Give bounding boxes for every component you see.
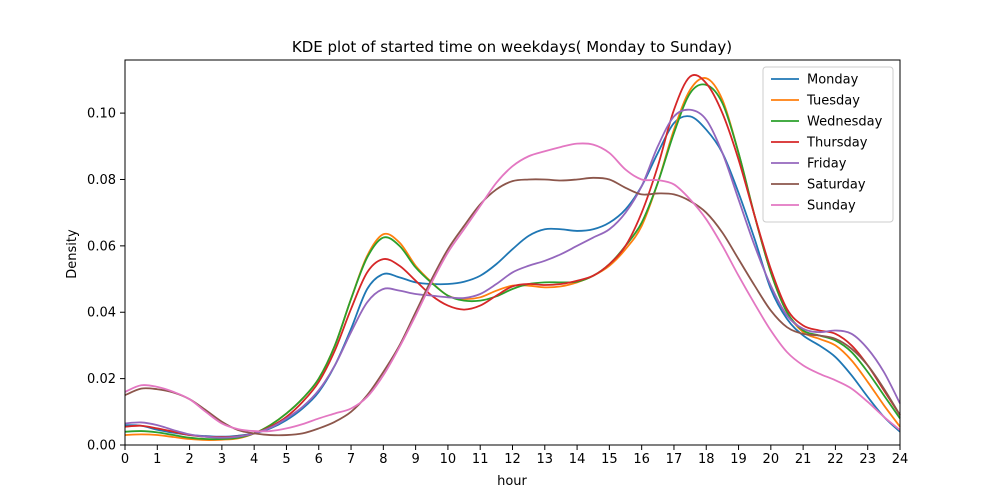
legend-label-monday: Monday [807, 73, 859, 88]
series-layer [124, 74, 901, 441]
x-tick-label: 14 [569, 452, 586, 467]
x-tick-label: 1 [153, 452, 161, 467]
series-line-sunday [124, 142, 901, 433]
x-tick-label: 18 [698, 452, 715, 467]
x-tick-label: 19 [730, 452, 747, 467]
legend-label-tuesday: Tuesday [806, 94, 860, 109]
y-axis-label: Density [65, 229, 80, 279]
legend-label-friday: Friday [807, 157, 847, 172]
x-tick-label: 11 [472, 452, 489, 467]
x-tick-label: 12 [504, 452, 521, 467]
x-tick-label: 5 [282, 452, 290, 467]
y-tick-label: 0.04 [87, 306, 116, 321]
series-line-saturday [124, 176, 901, 437]
y-tick-label: 0.08 [87, 173, 116, 188]
x-tick-label: 9 [411, 452, 419, 467]
x-tick-label: 22 [827, 452, 844, 467]
legend-label-sunday: Sunday [807, 199, 856, 214]
x-tick-label: 21 [795, 452, 812, 467]
x-tick-label: 24 [892, 452, 909, 467]
x-tick-label: 17 [666, 452, 683, 467]
x-axis-label: hour [497, 474, 527, 489]
x-tick-label: 3 [218, 452, 226, 467]
x-tick-label: 20 [763, 452, 780, 467]
x-tick-label: 13 [537, 452, 554, 467]
y-tick-label: 0.02 [87, 372, 116, 387]
x-tick-label: 4 [250, 452, 258, 467]
x-tick-label: 0 [121, 452, 129, 467]
y-tick-label: 0.06 [87, 239, 116, 254]
legend-label-thursday: Thursday [806, 136, 868, 151]
y-tick-label: 0.00 [87, 439, 116, 454]
x-tick-label: 2 [185, 452, 193, 467]
x-tick-label: 6 [315, 452, 323, 467]
legend: Monday Tuesday Wednesday Thursday Friday Satu… [762, 66, 894, 223]
legend-label-saturday: Saturday [807, 178, 866, 193]
x-tick-label: 8 [379, 452, 387, 467]
x-tick-label: 7 [347, 452, 355, 467]
plot-area [124, 59, 901, 446]
y-tick-label: 0.10 [87, 107, 116, 122]
x-tick-label: 15 [601, 452, 618, 467]
x-tick-label: 16 [633, 452, 650, 467]
x-tick-label: 10 [440, 452, 457, 467]
x-axis: 0 1 2 3 4 5 6 7 8 9 10 11 12 13 14 15 16 17 18 19 20 21 22 23 24 [121, 445, 908, 467]
x-tick-label: 23 [859, 452, 876, 467]
chart-title: KDE plot of started time on weekdays( Mo… [292, 38, 732, 56]
legend-label-wednesday: Wednesday [807, 115, 883, 130]
y-axis: 0.00 0.02 0.04 0.06 0.08 0.10 [87, 107, 125, 454]
